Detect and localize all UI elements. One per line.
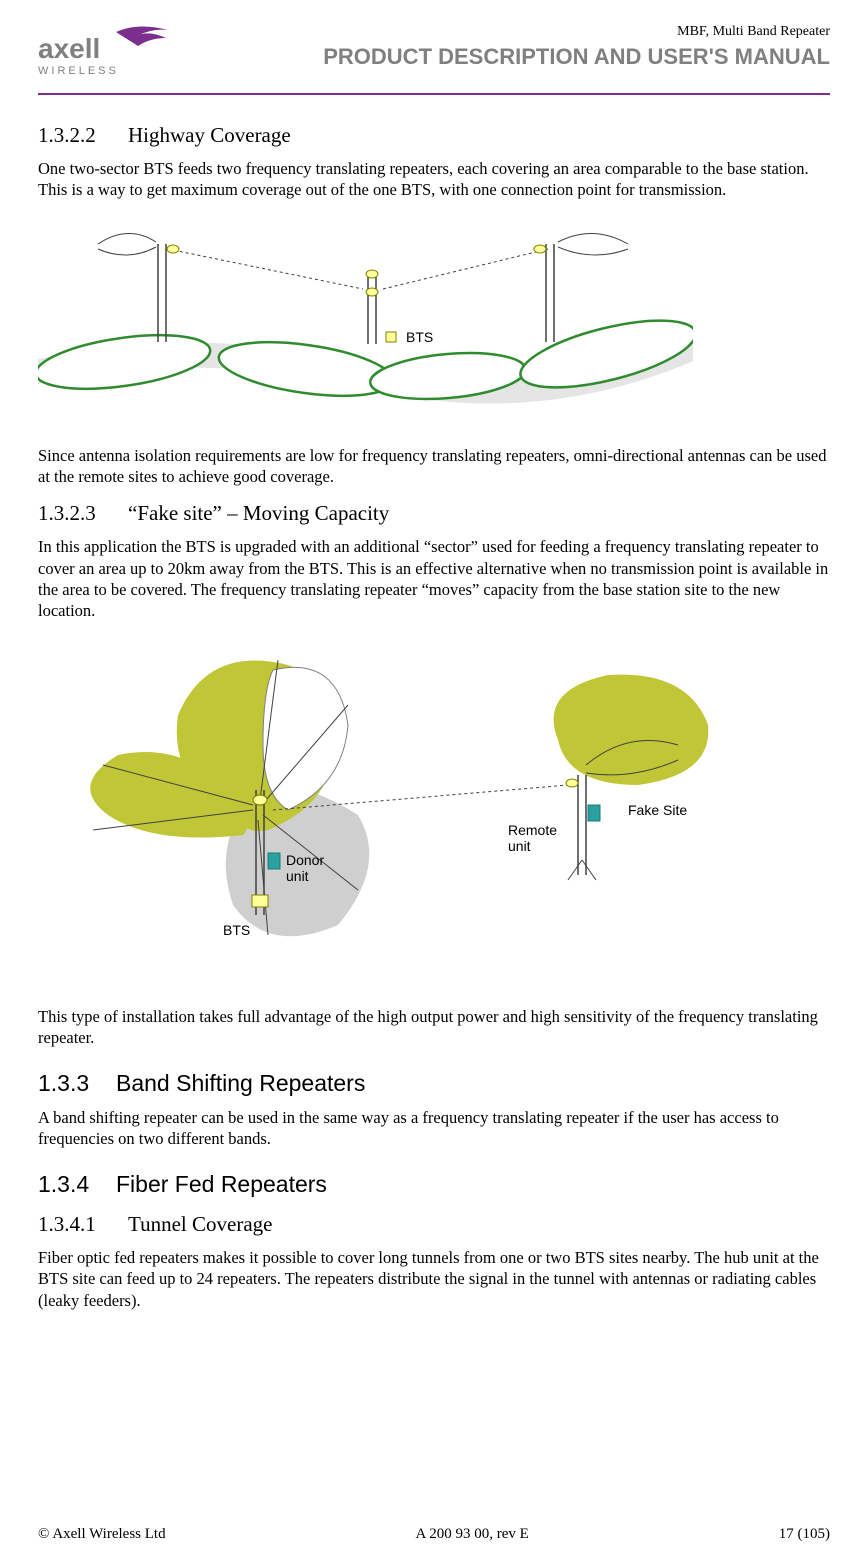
heading-fake-site: 1.3.2.3“Fake site” – Moving Capacity [38,501,830,526]
page-header: axell WIRELESS MBF, Multi Band Repeater … [38,24,830,87]
repeater-left-icon [98,234,179,343]
heading-text: Band Shifting Repeaters [116,1070,365,1096]
coverage-ellipse [216,333,397,405]
product-name: MBF, Multi Band Repeater [323,24,830,40]
page-footer: © Axell Wireless Ltd A 200 93 00, rev E … [38,1526,830,1543]
bts-icon [366,270,396,344]
paragraph: In this application the BTS is upgraded … [38,536,830,620]
heading-number: 1.3.2.3 [38,501,128,526]
remote-label: Remoteunit [508,822,557,854]
rf-link [383,249,548,289]
heading-text: “Fake site” – Moving Capacity [128,501,389,525]
heading-number: 1.3.3 [38,1070,116,1097]
header-divider [38,93,830,95]
logo-text-top: axell [38,33,100,64]
bts-label: BTS [223,922,250,938]
paragraph: This type of installation takes full adv… [38,1006,830,1048]
heading-text: Fiber Fed Repeaters [116,1171,327,1197]
fake-site-label: Fake Site [628,802,687,818]
heading-number: 1.3.4.1 [38,1212,128,1237]
heading-band-shifting: 1.3.3Band Shifting Repeaters [38,1070,830,1097]
logo-text-bottom: WIRELESS [38,65,119,77]
footer-copyright: © Axell Wireless Ltd [38,1526,166,1543]
logo-swoosh-icon [116,26,168,46]
figure-highway: BTS [38,214,830,419]
brand-logo: axell WIRELESS [38,24,188,87]
paragraph: Fiber optic fed repeaters makes it possi… [38,1247,830,1310]
heading-number: 1.3.2.2 [38,123,128,148]
coverage-ellipse [38,326,213,398]
heading-tunnel-coverage: 1.3.4.1Tunnel Coverage [38,1212,830,1237]
paragraph: A band shifting repeater can be used in … [38,1107,830,1149]
heading-highway-coverage: 1.3.2.2Highway Coverage [38,123,830,148]
paragraph: Since antenna isolation requirements are… [38,445,830,487]
bts-label: BTS [406,329,433,345]
heading-fiber-fed: 1.3.4Fiber Fed Repeaters [38,1171,830,1198]
manual-title: PRODUCT DESCRIPTION AND USER'S MANUAL [323,44,830,70]
footer-docid: A 200 93 00, rev E [416,1526,529,1543]
heading-text: Tunnel Coverage [128,1212,272,1236]
rf-link [168,249,363,289]
fake-site-blob [554,674,709,784]
heading-text: Highway Coverage [128,123,291,147]
footer-page-number: 17 (105) [779,1526,830,1543]
figure-fake-site: BTS Donorunit Remoteunit Fake Site [38,635,830,980]
paragraph: One two-sector BTS feeds two frequency t… [38,158,830,200]
heading-number: 1.3.4 [38,1171,116,1198]
